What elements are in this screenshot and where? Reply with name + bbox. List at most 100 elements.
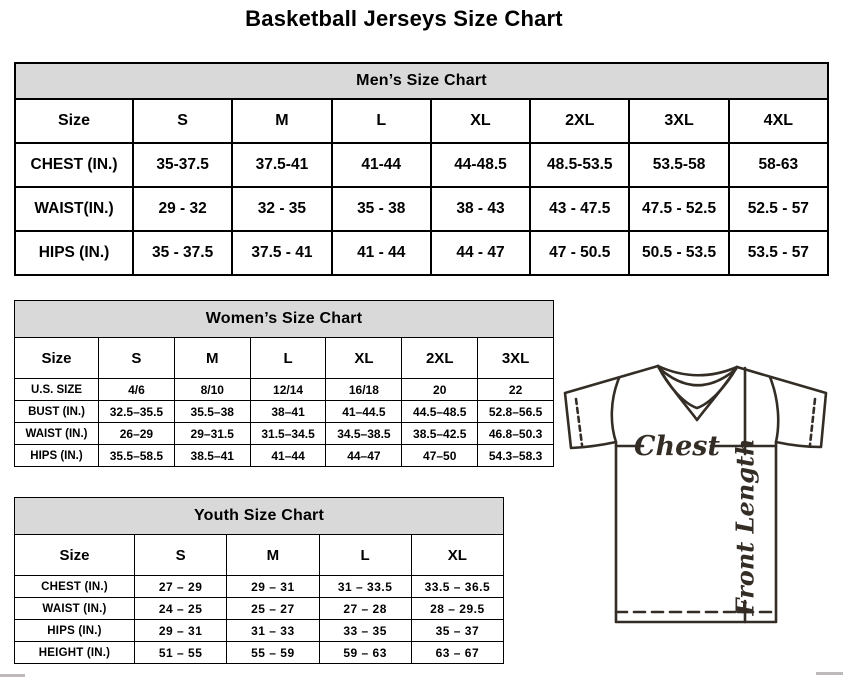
- cell: 32 - 35: [231, 186, 333, 232]
- table-row: WAIST(IN.) 29 - 32 32 - 35 35 - 38 38 - …: [14, 186, 830, 232]
- row-label: WAIST (IN.): [14, 422, 99, 445]
- cell: 46.8–50.3: [477, 422, 554, 445]
- cell: 24 – 25: [133, 597, 228, 620]
- table-row: BUST (IN.) 32.5–35.5 35.5–38 38–41 41–44…: [14, 400, 554, 423]
- table-row: Youth Size Chart: [14, 497, 504, 535]
- jersey-measurement-diagram: Chest Front Length: [553, 358, 835, 630]
- table-row: WAIST (IN.) 24 – 25 25 – 27 27 – 28 28 –…: [14, 597, 505, 620]
- cell: 32.5–35.5: [98, 400, 175, 423]
- cell: 53.5 - 57: [727, 230, 830, 276]
- cell: 44–47: [325, 444, 403, 467]
- cell: 25 – 27: [226, 597, 320, 620]
- cell: 31 – 33: [226, 619, 320, 642]
- cell: 41-44: [330, 142, 432, 188]
- cell: 35 - 38: [330, 186, 432, 232]
- row-label: HEIGHT (IN.): [14, 641, 135, 664]
- cell: 48.5-53.5: [529, 142, 631, 188]
- cell: 33 – 35: [318, 619, 412, 642]
- column-header: L: [330, 98, 432, 144]
- table-row: CHEST (IN.) 27 – 29 29 – 31 31 – 33.5 33…: [14, 575, 505, 598]
- table-row: HIPS (IN.) 29 – 31 31 – 33 33 – 35 35 – …: [14, 619, 505, 642]
- column-header: 3XL: [628, 98, 730, 144]
- horizontal-scrollbar-fragment-left[interactable]: [0, 674, 25, 677]
- table-row: Size S M L XL 2XL 3XL: [14, 337, 554, 379]
- table-row: CHEST (IN.) 35-37.5 37.5-41 41-44 44-48.…: [14, 142, 830, 188]
- table-row: HIPS (IN.) 35.5–58.5 38.5–41 41–44 44–47…: [14, 444, 554, 467]
- row-label: HIPS (IN.): [14, 444, 99, 467]
- right-armhole-seam: [768, 375, 780, 444]
- cell: 12/14: [249, 378, 327, 401]
- cell: 41 - 44: [330, 230, 432, 276]
- column-header: Size: [14, 98, 134, 144]
- cell: 63 – 67: [410, 641, 505, 664]
- table-row: Women’s Size Chart: [14, 300, 554, 338]
- column-header: Size: [14, 337, 99, 379]
- table-row: HEIGHT (IN.) 51 – 55 55 – 59 59 – 63 63 …: [14, 641, 505, 664]
- cell: 43 - 47.5: [529, 186, 631, 232]
- cell: 38.5–41: [173, 444, 251, 467]
- column-header: XL: [325, 337, 403, 379]
- cell: 59 – 63: [318, 641, 412, 664]
- cell: 29 – 31: [133, 619, 228, 642]
- column-header: S: [133, 534, 228, 576]
- cell: 35 – 37: [410, 619, 505, 642]
- mens-chart-title: Men’s Size Chart: [14, 62, 829, 100]
- womens-chart-title: Women’s Size Chart: [14, 300, 554, 338]
- column-header: L: [249, 337, 327, 379]
- cell: 41–44.5: [325, 400, 403, 423]
- cell: 38 - 43: [429, 186, 532, 232]
- page-title: Basketball Jerseys Size Chart: [245, 6, 563, 31]
- collar-outer-v: [656, 364, 739, 422]
- cell: 35.5–58.5: [98, 444, 175, 467]
- column-header: 2XL: [529, 98, 631, 144]
- column-header: S: [131, 98, 234, 144]
- cell: 54.3–58.3: [477, 444, 554, 467]
- collar-band-arc: [657, 366, 738, 387]
- mens-size-chart-table: Men’s Size Chart Size S M L XL 2XL 3XL 4…: [14, 62, 830, 276]
- cell: 55 – 59: [226, 641, 320, 664]
- cell: 16/18: [325, 378, 403, 401]
- column-header: 2XL: [401, 337, 479, 379]
- cell: 31 – 33.5: [318, 575, 412, 598]
- cell: 29 – 31: [226, 575, 320, 598]
- table-row: HIPS (IN.) 35 - 37.5 37.5 - 41 41 - 44 4…: [14, 230, 830, 276]
- table-row: U.S. SIZE 4/6 8/10 12/14 16/18 20 22: [14, 378, 554, 401]
- cell: 51 – 55: [133, 641, 228, 664]
- row-label: U.S. SIZE: [14, 378, 99, 401]
- cell: 35 - 37.5: [131, 230, 234, 276]
- cell: 27 – 28: [318, 597, 412, 620]
- row-label: HIPS (IN.): [14, 230, 134, 276]
- table-row: Size S M L XL: [14, 534, 505, 576]
- row-label: CHEST (IN.): [14, 575, 135, 598]
- cell: 47 - 50.5: [529, 230, 631, 276]
- cell: 58-63: [727, 142, 830, 188]
- cell: 28 – 29.5: [410, 597, 505, 620]
- cell: 50.5 - 53.5: [628, 230, 730, 276]
- column-header: M: [231, 98, 333, 144]
- cell: 29 - 32: [131, 186, 234, 232]
- column-header: M: [226, 534, 320, 576]
- table-row: WAIST (IN.) 26–29 29–31.5 31.5–34.5 34.5…: [14, 422, 554, 445]
- cell: 22: [477, 378, 554, 401]
- cell: 47–50: [401, 444, 479, 467]
- cell: 44 - 47: [429, 230, 532, 276]
- column-header: XL: [410, 534, 505, 576]
- cell: 29–31.5: [173, 422, 251, 445]
- row-label: CHEST (IN.): [14, 142, 134, 188]
- cell: 26–29: [98, 422, 175, 445]
- cell: 27 – 29: [133, 575, 228, 598]
- column-header: 3XL: [477, 337, 554, 379]
- column-header: S: [98, 337, 175, 379]
- horizontal-scrollbar-fragment-right[interactable]: [816, 672, 843, 675]
- right-cuff-dashed-line: [808, 397, 817, 447]
- front-length-label: Front Length: [731, 438, 760, 616]
- row-label: WAIST(IN.): [14, 186, 134, 232]
- left-armhole-seam: [610, 376, 621, 444]
- column-header: 4XL: [727, 98, 830, 144]
- cell: 20: [401, 378, 479, 401]
- left-cuff-dashed-line: [574, 397, 584, 447]
- collar-top-arc: [656, 364, 739, 377]
- row-label: BUST (IN.): [14, 400, 99, 423]
- table-row: Men’s Size Chart: [14, 62, 829, 100]
- cell: 33.5 – 36.5: [410, 575, 505, 598]
